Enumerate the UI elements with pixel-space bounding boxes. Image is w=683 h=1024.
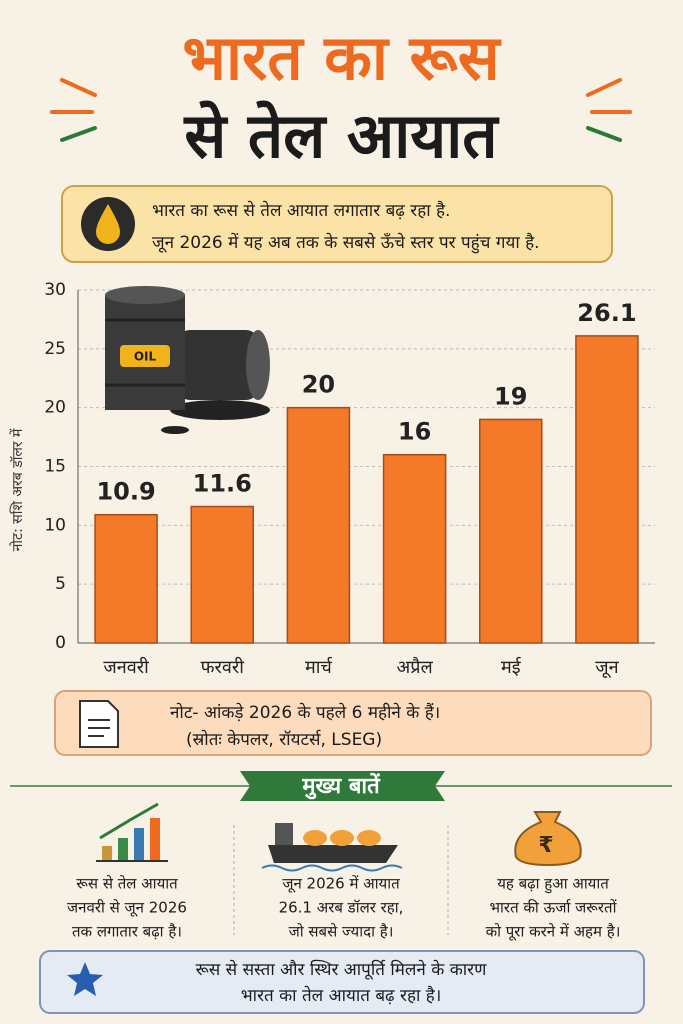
key-point-line: जो सबसे ज्यादा है। xyxy=(289,923,394,941)
x-tick-label: फरवरी xyxy=(201,656,245,678)
y-tick-label: 30 xyxy=(44,280,66,300)
bar xyxy=(575,335,639,644)
growth-icon xyxy=(96,802,168,862)
key-point-line: 26.1 अरब डॉलर रहा, xyxy=(279,899,404,917)
footer-line: भारत का तेल आयात बढ़ रहा है। xyxy=(241,985,442,1006)
key-point-line: को पूरा करने में अहम है। xyxy=(486,923,621,942)
key-point-line: तक लगातार बढ़ा है। xyxy=(72,923,182,941)
value-label: 20 xyxy=(302,371,335,399)
y-tick-label: 10 xyxy=(44,515,66,535)
bar xyxy=(382,453,447,644)
footer-box xyxy=(39,950,645,1014)
bar xyxy=(286,406,351,644)
key-point-line: जून 2026 में आयात xyxy=(282,875,400,894)
money-bag-icon: ₹ xyxy=(514,811,582,867)
y-tick-label: 5 xyxy=(55,574,66,594)
title-line-2: से तेल आयात xyxy=(183,99,500,172)
bar xyxy=(190,505,254,644)
tanker-icon xyxy=(261,823,403,872)
value-label: 26.1 xyxy=(577,299,636,327)
x-tick-label: मई xyxy=(501,656,522,678)
y-tick-label: 25 xyxy=(44,339,66,359)
title-decoration xyxy=(50,78,632,142)
intro-line: जून 2026 में यह अब तक के सबसे ऊँचे स्तर … xyxy=(152,232,540,254)
key-points-title: मुख्य बातें xyxy=(301,772,381,800)
bar xyxy=(479,418,543,644)
value-label: 19 xyxy=(494,382,527,410)
intro-box xyxy=(61,185,613,263)
key-point-line: यह बढ़ा हुआ आयात xyxy=(497,875,609,894)
star-icon xyxy=(67,962,103,996)
title-line-1: भारत का रूस xyxy=(182,21,501,94)
x-tick-label: जनवरी xyxy=(103,656,149,678)
x-tick-label: जून xyxy=(595,657,619,678)
key-point-line: रूस से तेल आयात xyxy=(76,875,178,893)
svg-text:OIL: OIL xyxy=(134,350,157,364)
y-axis-label: नोट: सशि अरब डॉलर में xyxy=(9,428,26,551)
chart: 0 5 10 15 20 25 30 जनवरी 10.9 फरवरी 11.6 मार्च 20 अप्… xyxy=(44,280,655,678)
key-point-line: जनवरी से जून 2026 xyxy=(67,899,187,918)
key-points-banner xyxy=(240,771,445,801)
note-line: (स्रोतः केपलर, रॉयटर्स, LSEG) xyxy=(186,729,382,750)
footer-line: रूस से सस्ता और स्थिर आपूर्ति मिलने के क… xyxy=(196,959,488,980)
y-tick-label: 0 xyxy=(55,633,66,653)
note-line: नोट- आंकड़े 2026 के पहले 6 महीने के हैं। xyxy=(170,702,440,723)
oil-drop xyxy=(96,204,120,244)
x-tick-label: अप्रैल xyxy=(396,656,433,678)
y-tick-label: 20 xyxy=(44,398,66,418)
bar xyxy=(94,513,158,644)
svg-text:₹: ₹ xyxy=(538,833,553,858)
value-label: 10.9 xyxy=(96,478,155,506)
document-icon xyxy=(79,700,119,748)
value-label: 16 xyxy=(398,418,431,446)
intro-line: भारत का रूस से तेल आयात लगातार बढ़ रहा ह… xyxy=(152,200,450,221)
x-tick-label: मार्च xyxy=(305,656,333,678)
value-label: 11.6 xyxy=(193,470,252,498)
key-points: रूस से तेल आयात जनवरी से जून 2026 तक लगाता… xyxy=(67,875,620,942)
note-box xyxy=(54,690,652,756)
key-point-line: भारत की ऊर्जा जरूरतों xyxy=(490,899,618,917)
y-tick-label: 15 xyxy=(44,457,66,477)
oil-barrels: OIL xyxy=(105,286,270,434)
